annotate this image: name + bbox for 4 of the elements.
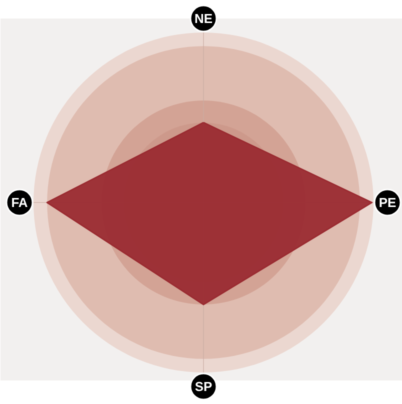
spoke-label: FA [11, 195, 28, 210]
spoke-label: SP [194, 379, 212, 394]
spoke-label: NE [194, 11, 213, 26]
spoke-label: PE [378, 195, 396, 210]
